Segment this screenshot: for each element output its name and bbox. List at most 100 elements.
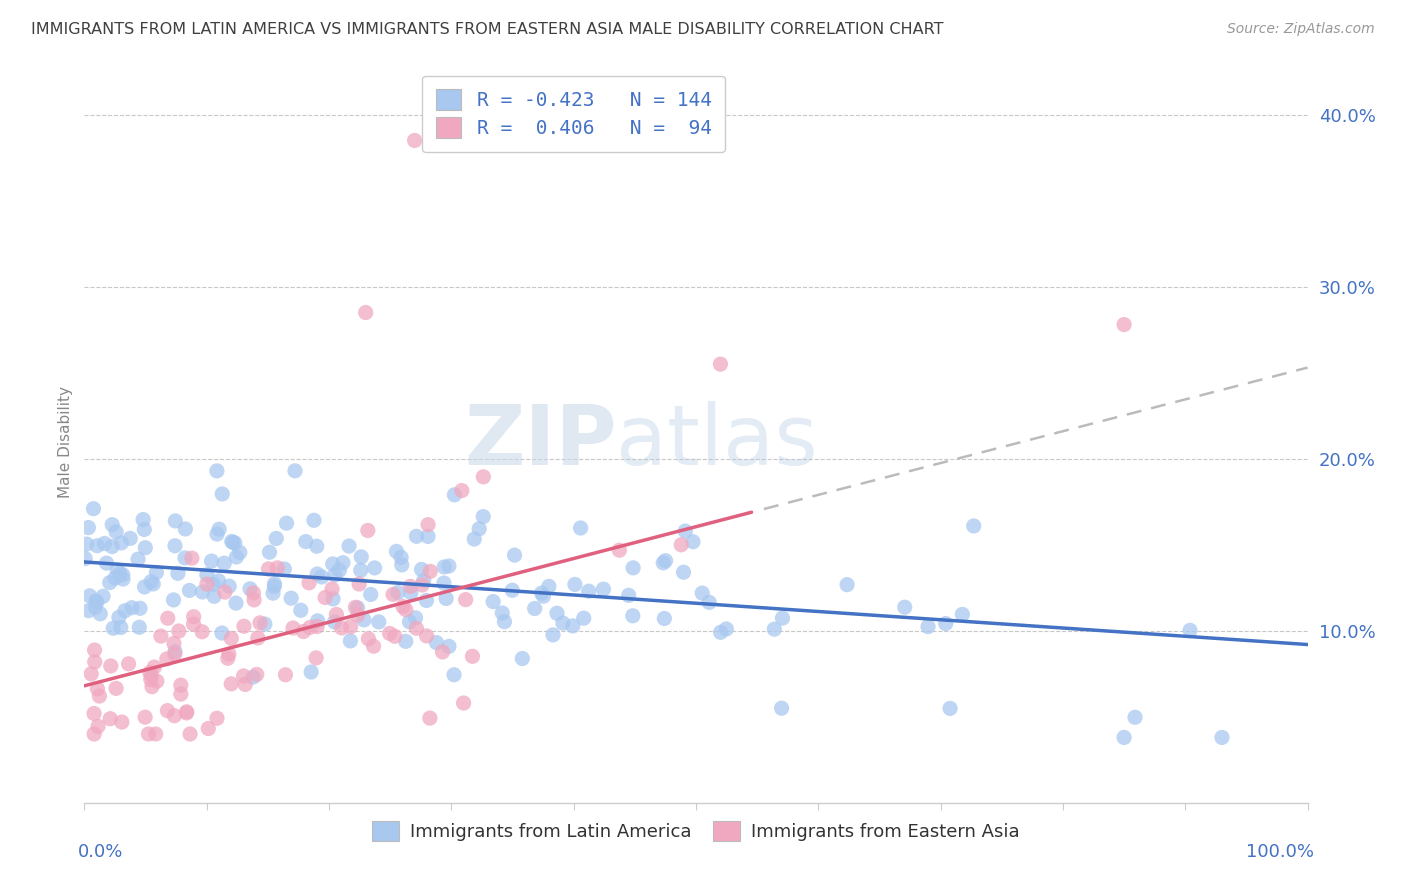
Point bbox=[179, 727, 201, 741]
Point bbox=[117, 657, 139, 671]
Point bbox=[134, 580, 156, 594]
Point bbox=[176, 706, 198, 720]
Point bbox=[266, 561, 288, 575]
Point bbox=[212, 556, 235, 570]
Point bbox=[443, 488, 465, 502]
Legend: Immigrants from Latin America, Immigrants from Eastern Asia: Immigrants from Latin America, Immigrant… bbox=[366, 814, 1026, 848]
Point bbox=[86, 539, 108, 553]
Point bbox=[105, 563, 128, 577]
Point bbox=[120, 532, 142, 546]
Point bbox=[391, 558, 413, 572]
Point bbox=[242, 586, 264, 600]
Point bbox=[387, 585, 409, 599]
Point bbox=[344, 600, 367, 615]
Point bbox=[259, 545, 281, 559]
Point bbox=[197, 722, 219, 736]
Point bbox=[1123, 710, 1146, 724]
Point bbox=[337, 539, 360, 553]
Point bbox=[162, 593, 184, 607]
Point bbox=[222, 535, 245, 549]
Point bbox=[105, 681, 128, 696]
Point bbox=[211, 626, 233, 640]
Point bbox=[935, 616, 957, 631]
Point bbox=[111, 567, 134, 582]
Point bbox=[139, 673, 162, 687]
Point bbox=[139, 665, 162, 680]
Point bbox=[463, 532, 485, 546]
Point bbox=[307, 567, 329, 582]
Point bbox=[537, 579, 560, 593]
Point bbox=[298, 620, 321, 634]
Point bbox=[1178, 624, 1201, 638]
Point bbox=[763, 622, 786, 636]
Point bbox=[163, 645, 186, 659]
Point bbox=[434, 591, 457, 606]
Point bbox=[298, 575, 321, 590]
Point bbox=[772, 611, 794, 625]
Point bbox=[322, 557, 344, 571]
Point bbox=[654, 554, 676, 568]
Point bbox=[322, 591, 344, 606]
Point bbox=[77, 520, 100, 534]
Point bbox=[950, 607, 973, 622]
Point bbox=[354, 305, 377, 319]
Point bbox=[672, 565, 695, 579]
Point bbox=[416, 529, 439, 543]
Point bbox=[311, 570, 333, 584]
Point bbox=[501, 583, 523, 598]
Point bbox=[716, 622, 738, 636]
Point bbox=[149, 629, 172, 643]
Point bbox=[405, 611, 427, 625]
Point bbox=[156, 704, 179, 718]
Point bbox=[191, 624, 214, 639]
Point bbox=[205, 464, 228, 478]
Point bbox=[299, 665, 322, 679]
Point bbox=[363, 561, 385, 575]
Point bbox=[328, 563, 350, 577]
Point bbox=[963, 519, 986, 533]
Point bbox=[219, 632, 242, 646]
Point bbox=[302, 513, 325, 527]
Point bbox=[392, 599, 415, 614]
Point bbox=[482, 594, 505, 608]
Text: atlas: atlas bbox=[616, 401, 818, 482]
Point bbox=[437, 559, 460, 574]
Point bbox=[262, 586, 284, 600]
Point bbox=[91, 590, 114, 604]
Point bbox=[83, 655, 105, 669]
Point bbox=[415, 593, 437, 607]
Point bbox=[224, 536, 246, 550]
Point bbox=[330, 621, 353, 635]
Point bbox=[274, 667, 297, 681]
Point bbox=[82, 501, 104, 516]
Point bbox=[218, 579, 240, 593]
Point bbox=[163, 636, 186, 650]
Point bbox=[512, 651, 534, 665]
Point bbox=[347, 577, 370, 591]
Point bbox=[205, 711, 228, 725]
Point bbox=[305, 539, 328, 553]
Point bbox=[257, 562, 280, 576]
Point bbox=[103, 621, 125, 635]
Point bbox=[835, 577, 858, 591]
Point bbox=[305, 651, 328, 665]
Point bbox=[239, 582, 262, 596]
Point bbox=[205, 527, 228, 541]
Point bbox=[770, 701, 793, 715]
Point bbox=[405, 529, 427, 543]
Point bbox=[163, 708, 186, 723]
Point bbox=[139, 574, 162, 589]
Point bbox=[76, 537, 98, 551]
Point bbox=[1211, 731, 1233, 745]
Point bbox=[314, 591, 336, 605]
Point bbox=[112, 572, 135, 586]
Text: IMMIGRANTS FROM LATIN AMERICA VS IMMIGRANTS FROM EASTERN ASIA MALE DISABILITY CO: IMMIGRANTS FROM LATIN AMERICA VS IMMIGRA… bbox=[31, 22, 943, 37]
Point bbox=[425, 635, 447, 649]
Y-axis label: Male Disability: Male Disability bbox=[58, 385, 73, 498]
Point bbox=[382, 587, 405, 601]
Point bbox=[208, 522, 231, 536]
Point bbox=[211, 487, 233, 501]
Point bbox=[433, 560, 456, 574]
Point bbox=[202, 577, 225, 591]
Point bbox=[523, 601, 546, 615]
